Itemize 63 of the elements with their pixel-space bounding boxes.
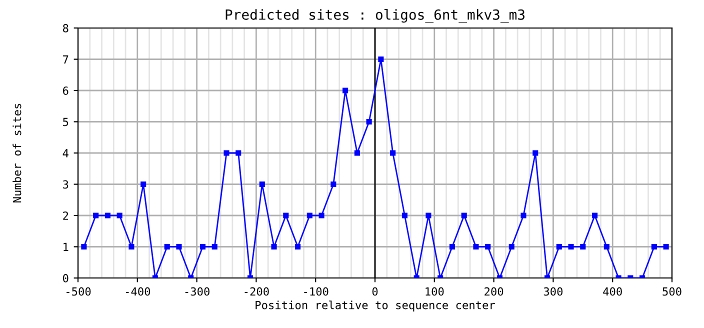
point: [104, 212, 110, 218]
y-tick-label: 3: [63, 180, 68, 189]
point: [271, 244, 277, 250]
point: [283, 212, 289, 218]
x-tick-label: 0: [372, 287, 378, 296]
point: [520, 212, 526, 218]
point: [485, 244, 491, 250]
y-tick-label: 4: [62, 149, 68, 158]
point: [140, 181, 146, 188]
point: [473, 244, 479, 250]
point: [366, 118, 372, 125]
point: [330, 181, 336, 188]
x-tick-label: -400: [126, 287, 150, 296]
point: [81, 244, 87, 250]
point: [390, 150, 396, 156]
point: [128, 244, 134, 250]
chart-title: Predicted sites : oligos_6nt_mkv3_m3: [226, 9, 524, 23]
point: [236, 150, 242, 156]
x-tick-label: -100: [304, 287, 328, 296]
y-tick-label: 7: [63, 55, 68, 64]
point: [93, 212, 99, 218]
y-tick-label: 5: [63, 118, 68, 126]
point: [592, 212, 598, 218]
point: [651, 244, 657, 250]
point: [461, 212, 467, 218]
point: [259, 181, 265, 188]
point: [318, 212, 324, 218]
point: [426, 212, 432, 218]
point: [212, 244, 218, 250]
point: [663, 244, 669, 250]
x-tick-label: -300: [185, 287, 210, 296]
point: [176, 244, 182, 250]
x-tick-label: 300: [544, 287, 563, 296]
point: [568, 244, 574, 250]
point: [604, 244, 610, 250]
point: [402, 212, 408, 218]
point: [556, 244, 562, 250]
x-tick-label: 400: [603, 287, 622, 296]
point: [224, 150, 230, 156]
x-tick-label: -200: [244, 287, 269, 296]
x-axis-title: Position relative to sequence center: [256, 300, 495, 312]
point: [116, 212, 122, 218]
point: [532, 150, 538, 156]
y-tick-label: 6: [63, 86, 68, 95]
point: [378, 56, 384, 62]
point: [164, 244, 170, 250]
x-tick-label: 100: [426, 287, 444, 296]
point: [354, 150, 360, 156]
point: [580, 244, 586, 250]
point: [306, 212, 312, 218]
x-tick-label: 500: [662, 287, 682, 296]
y-tick-label: 0: [63, 274, 68, 282]
point: [295, 244, 301, 250]
x-tick-label: 200: [484, 287, 504, 296]
x-tick-label: -500: [66, 287, 91, 296]
point: [508, 244, 514, 250]
y-tick-label: 2: [63, 212, 68, 220]
point: [200, 244, 206, 250]
y-axis-title: Number of sites: [12, 104, 22, 202]
y-tick-label: 1: [64, 242, 68, 251]
y-tick-label: 8: [62, 24, 68, 32]
point: [449, 244, 455, 250]
point: [342, 88, 348, 94]
